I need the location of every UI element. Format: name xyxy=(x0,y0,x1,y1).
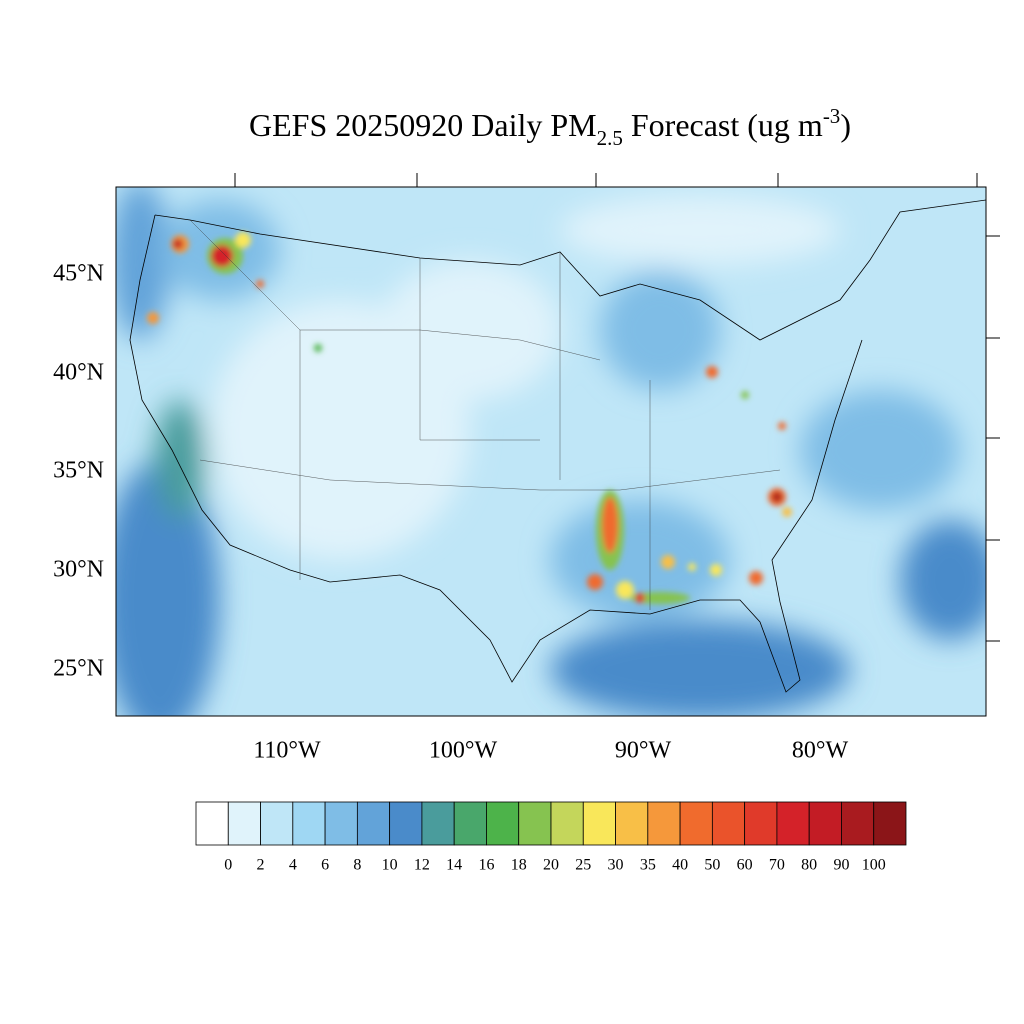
colorbar-label: 20 xyxy=(543,857,559,874)
colorbar-box xyxy=(421,801,455,846)
axis-ticks xyxy=(234,173,1000,642)
colorbar-box xyxy=(356,801,391,846)
colorbar-label: 100 xyxy=(862,857,886,874)
colorbar-label: 6 xyxy=(321,857,329,874)
lat-label: 25°N xyxy=(53,656,104,682)
colorbar-box xyxy=(227,801,261,846)
colorbar-label: 60 xyxy=(737,857,753,874)
lon-label: 110°W xyxy=(253,738,321,764)
colorbar-label: 16 xyxy=(478,857,494,874)
colorbar-label: 25 xyxy=(575,857,591,874)
colorbar-label: 50 xyxy=(704,857,720,874)
colorbar: 0 2 4 6 8 10 12 14 16 18 20 25 30 35 40 50 60 70 80 90 100 xyxy=(195,801,907,874)
lon-label: 80°W xyxy=(792,738,849,764)
title-subscript: 2.5 xyxy=(597,126,623,150)
lon-label: 90°W xyxy=(615,738,672,764)
colorbar-box xyxy=(550,801,584,846)
colorbar-label: 12 xyxy=(414,857,430,874)
colorbar-box xyxy=(582,801,616,846)
colorbar-label: 30 xyxy=(608,857,624,874)
colorbar-box xyxy=(518,801,552,846)
lat-label: 40°N xyxy=(53,360,104,386)
colorbar-box xyxy=(808,801,842,846)
colorbar-label: 4 xyxy=(289,857,297,874)
title-superscript: -3 xyxy=(823,104,841,128)
title-text: Forecast (ug m xyxy=(623,107,823,143)
colorbar-box xyxy=(615,801,649,846)
colorbar-label: 0 xyxy=(224,857,232,874)
map-frame xyxy=(115,186,987,717)
colorbar-box xyxy=(679,801,713,846)
colorbar-label: 2 xyxy=(257,857,265,874)
map-title: GEFS 20250920 Daily PM2.5 Forecast (ug m… xyxy=(249,104,851,150)
colorbar-label: 35 xyxy=(640,857,656,874)
colorbar-box xyxy=(873,801,907,846)
colorbar-box xyxy=(292,801,326,846)
colorbar-label: 40 xyxy=(672,857,688,874)
lon-label: 100°W xyxy=(429,738,498,764)
title-text: ) xyxy=(840,107,851,143)
colorbar-label: 8 xyxy=(353,857,361,874)
colorbar-box xyxy=(647,801,681,846)
colorbar-box xyxy=(711,801,746,846)
colorbar-box xyxy=(486,801,520,846)
colorbar-box xyxy=(841,801,875,846)
colorbar-label: 18 xyxy=(511,857,527,874)
lat-label: 30°N xyxy=(53,557,104,583)
colorbar-box xyxy=(195,801,229,846)
colorbar-label: 14 xyxy=(446,857,462,874)
colorbar-box xyxy=(324,801,358,846)
colorbar-label: 10 xyxy=(382,857,398,874)
colorbar-label: 90 xyxy=(833,857,849,874)
colorbar-label: 80 xyxy=(801,857,817,874)
colorbar-box xyxy=(744,801,778,846)
lat-label: 45°N xyxy=(53,261,104,287)
colorbar-box xyxy=(453,801,487,846)
map-field xyxy=(116,187,986,716)
colorbar-box xyxy=(260,801,294,846)
lat-label: 35°N xyxy=(53,458,104,484)
title-text: GEFS 20250920 Daily PM xyxy=(249,107,597,143)
colorbar-label: 70 xyxy=(769,857,785,874)
colorbar-box xyxy=(389,801,423,846)
colorbar-box xyxy=(776,801,810,846)
